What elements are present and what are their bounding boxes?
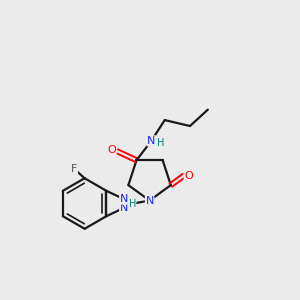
- Text: H: H: [128, 200, 136, 209]
- Text: N: N: [146, 196, 154, 206]
- Text: H: H: [157, 138, 164, 148]
- Text: N: N: [120, 194, 128, 204]
- Text: N: N: [120, 203, 128, 213]
- Text: O: O: [107, 145, 116, 155]
- Text: N: N: [147, 136, 155, 146]
- Text: F: F: [71, 164, 77, 174]
- Text: O: O: [184, 170, 193, 181]
